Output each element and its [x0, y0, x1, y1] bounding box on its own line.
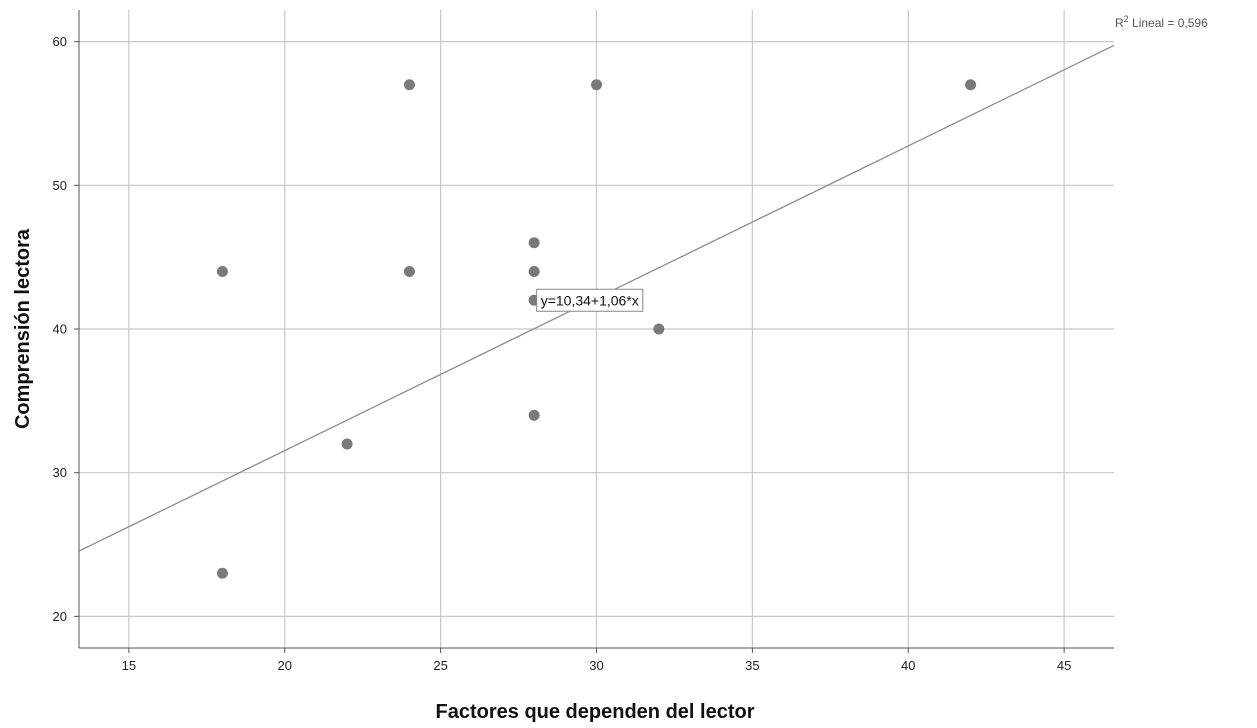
y-tick-label-30: 30: [53, 465, 67, 480]
data-point-0-10: [653, 323, 665, 335]
data-point-0-6: [528, 266, 540, 278]
data-point-0-1: [216, 567, 228, 579]
y-tick-label-20: 20: [53, 609, 67, 624]
axes: [74, 10, 1114, 653]
data-point-0-9: [591, 79, 602, 91]
equation-label-box: y=10,34+1,06*x: [536, 288, 644, 312]
y-tick-label-40: 40: [53, 322, 67, 337]
data-point-0-8: [528, 409, 540, 421]
equation-label: y=10,34+1,06*x: [541, 292, 639, 308]
tick-labels: 15 20 25 30 35 40 45 20 30 40 50 60: [53, 34, 1072, 673]
grid-lines: [79, 10, 1114, 648]
data-point-0-11: [965, 79, 977, 91]
x-tick-label-45: 45: [1057, 658, 1071, 673]
x-axis-title: Factores que dependen del lector: [436, 701, 755, 723]
r2-text: Lineal = 0,596: [1129, 16, 1208, 30]
r2-prefix: R: [1115, 16, 1124, 30]
y-axis-title: Comprensión lectora: [12, 228, 34, 429]
y-tick-label-60: 60: [53, 34, 67, 49]
data-point-0-0: [216, 266, 228, 278]
equation-label-frame: [536, 288, 644, 312]
data-point-0-3: [403, 79, 415, 91]
data-point-0-2: [341, 438, 353, 450]
data-point-0-5: [528, 237, 540, 249]
x-tick-label-30: 30: [589, 658, 603, 673]
r2-label: R2 Lineal = 0,596: [1115, 14, 1208, 30]
x-tick-label-20: 20: [278, 658, 292, 673]
r2-superscript: 2: [1124, 14, 1129, 24]
x-tick-label-15: 15: [122, 658, 136, 673]
x-tick-label-35: 35: [745, 658, 759, 673]
x-tick-label-40: 40: [901, 658, 915, 673]
x-tick-label-25: 25: [433, 658, 447, 673]
data-point-0-4: [403, 266, 415, 278]
y-tick-label-50: 50: [53, 178, 67, 193]
